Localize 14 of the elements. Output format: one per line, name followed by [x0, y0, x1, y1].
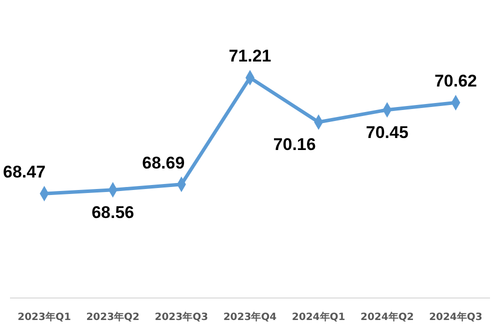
data-label: 70.16 — [273, 135, 316, 154]
data-label: 68.69 — [142, 153, 185, 172]
x-tick-label: 2024年Q1 — [292, 311, 346, 323]
data-label: 70.45 — [366, 122, 408, 142]
x-tick-label: 2023年Q1 — [18, 311, 71, 323]
data-label: 68.47 — [3, 162, 46, 182]
data-label: 68.56 — [92, 202, 134, 222]
data-label: 70.62 — [434, 72, 477, 91]
x-tick-label: 2023年Q2 — [86, 311, 140, 323]
x-tick-label: 2023年Q4 — [223, 311, 277, 323]
x-tick-label: 2024年Q2 — [360, 311, 414, 323]
data-label: 71.21 — [228, 46, 272, 66]
x-tick-label: 2024年Q3 — [429, 311, 482, 323]
x-tick-label: 2023年Q3 — [154, 311, 208, 323]
